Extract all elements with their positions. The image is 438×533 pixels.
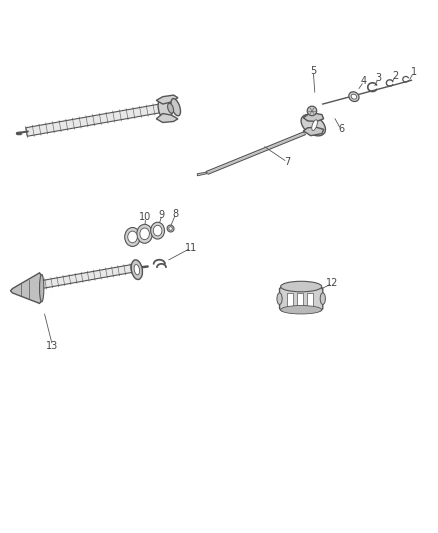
Polygon shape [307, 293, 313, 311]
Ellipse shape [171, 99, 180, 116]
Ellipse shape [312, 120, 318, 131]
Text: 11: 11 [185, 243, 197, 253]
Polygon shape [304, 127, 324, 136]
Text: 6: 6 [338, 124, 344, 134]
Polygon shape [198, 172, 207, 176]
Text: 10: 10 [139, 213, 152, 222]
Ellipse shape [277, 293, 282, 304]
Polygon shape [26, 104, 161, 136]
Polygon shape [39, 264, 138, 289]
Ellipse shape [39, 274, 44, 302]
Text: 4: 4 [361, 76, 367, 86]
Ellipse shape [158, 99, 172, 121]
Text: 1: 1 [410, 67, 417, 77]
Ellipse shape [320, 293, 325, 304]
Text: 2: 2 [392, 70, 399, 80]
Polygon shape [279, 287, 323, 311]
Ellipse shape [281, 281, 321, 292]
Text: 3: 3 [375, 73, 381, 83]
Text: 8: 8 [173, 209, 179, 219]
Polygon shape [287, 293, 293, 311]
Polygon shape [156, 114, 178, 123]
Circle shape [151, 222, 165, 239]
Polygon shape [11, 273, 42, 303]
Text: 12: 12 [326, 278, 339, 288]
Ellipse shape [349, 92, 359, 101]
Text: 5: 5 [310, 66, 316, 76]
Text: 13: 13 [46, 341, 59, 351]
Ellipse shape [301, 115, 325, 136]
Text: 7: 7 [284, 157, 290, 167]
Ellipse shape [351, 94, 357, 99]
Circle shape [128, 231, 137, 243]
Ellipse shape [281, 305, 321, 314]
Ellipse shape [134, 264, 140, 275]
Ellipse shape [131, 260, 142, 279]
Circle shape [125, 228, 140, 246]
Circle shape [137, 224, 152, 243]
Ellipse shape [168, 103, 173, 113]
Ellipse shape [167, 225, 174, 232]
Text: 9: 9 [159, 211, 165, 220]
Circle shape [153, 225, 162, 236]
Circle shape [140, 228, 149, 240]
Polygon shape [156, 95, 178, 104]
Polygon shape [206, 132, 305, 174]
Ellipse shape [307, 106, 317, 116]
Ellipse shape [169, 227, 172, 230]
Polygon shape [297, 293, 304, 311]
Polygon shape [304, 112, 324, 122]
